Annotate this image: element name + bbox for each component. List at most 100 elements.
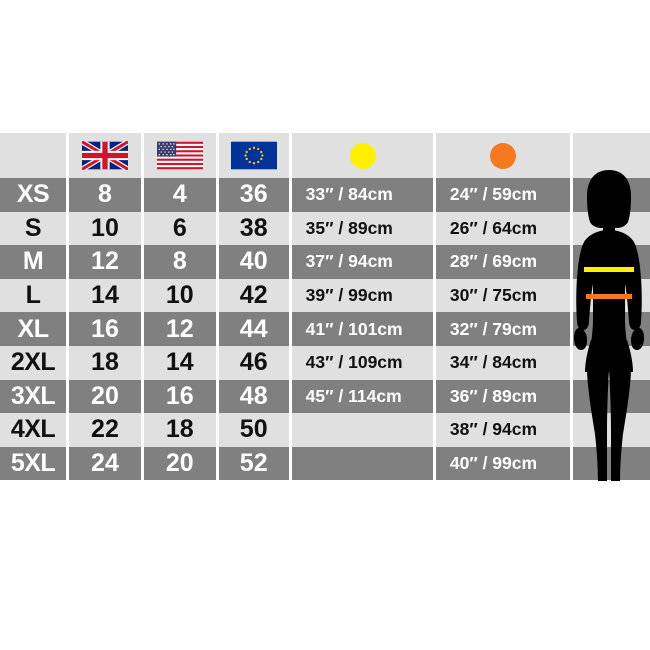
table-row: 2XL 18 14 46 43″ / 109cm 34″ / 84cm: [0, 345, 650, 380]
row-cell-eu-text: 36: [239, 180, 268, 209]
row-cell-us: 4: [143, 178, 216, 212]
table-row: XS 8 4 36 33″ / 84cm 24″ / 59cm: [0, 178, 650, 212]
eu-flag-icon: [231, 141, 278, 170]
row-cell-waist: 28″ / 69cm: [435, 245, 571, 279]
row-cell-bust: 41″ / 101cm: [291, 312, 433, 346]
row-cell-uk-text: 22: [91, 415, 119, 444]
row-cell-bust: 43″ / 109cm: [291, 345, 433, 380]
row-cell-eu: 44: [218, 312, 289, 346]
row-cell-bust: 33″ / 84cm: [291, 178, 433, 212]
row-cell-us-text: 4: [172, 180, 187, 209]
row-cell-waist: 38″ / 94cm: [435, 413, 571, 447]
row-cell-us: 6: [143, 211, 216, 246]
row-cell-uk: 18: [69, 345, 141, 380]
row-cell-size: L: [0, 278, 67, 313]
row-cell-waist-text: 30″ / 75cm: [449, 285, 538, 306]
table-row: 4XL 22 18 50 38″ / 94cm: [0, 413, 650, 447]
row-cell-waist: 24″ / 59cm: [435, 178, 571, 212]
row-cell-us-text: 16: [165, 381, 194, 410]
table-row: S 10 6 38 35″ / 89cm 26″ / 64cm: [0, 211, 650, 246]
row-cell-us-text: 6: [172, 213, 187, 242]
row-cell-size: 5XL: [0, 446, 67, 481]
row-cell-us: 20: [143, 446, 216, 481]
row-cell-us: 16: [143, 379, 216, 414]
row-cell-eu: 40: [218, 245, 289, 279]
row-cell-us: 8: [143, 245, 216, 279]
row-cell-bust: 35″ / 89cm: [291, 211, 433, 246]
row-cell-bust-text: 39″ / 99cm: [305, 285, 393, 306]
row-cell-waist-text: 24″ / 59cm: [449, 184, 538, 205]
row-cell-us: 14: [143, 345, 216, 380]
row-cell-bust: 37″ / 94cm: [291, 245, 433, 279]
row-cell-bust: 39″ / 99cm: [291, 278, 433, 313]
header-cell-bust: [292, 133, 433, 178]
row-cell-uk: 20: [69, 379, 141, 414]
row-cell-waist-text: 26″ / 64cm: [449, 217, 538, 238]
row-cell-bust-text: 37″ / 94cm: [305, 251, 393, 272]
row-cell-bust-text: 43″ / 109cm: [305, 352, 403, 373]
row-cell-figure: [573, 312, 650, 346]
row-cell-uk-text: 12: [91, 247, 119, 276]
orange-dot-icon: [490, 142, 517, 169]
row-cell-eu-text: 44: [239, 314, 268, 343]
header-cell-eu: [219, 133, 290, 178]
row-cell-eu: 38: [218, 211, 289, 246]
row-cell-us-text: 18: [165, 415, 194, 444]
row-cell-eu-text: 50: [239, 415, 268, 444]
table-header-row: [0, 133, 650, 178]
row-cell-us-text: 10: [165, 281, 194, 310]
row-cell-eu-text: 42: [239, 281, 268, 310]
row-cell-figure: [573, 211, 650, 246]
row-cell-us-text: 12: [165, 314, 194, 343]
row-cell-figure: [573, 413, 650, 447]
row-cell-waist: 36″ / 89cm: [435, 379, 571, 414]
table-row: 3XL 20 16 48 45″ / 114cm 36″ / 89cm: [0, 379, 650, 414]
row-cell-waist: 40″ / 99cm: [435, 446, 571, 481]
row-cell-size-text: XL: [17, 314, 49, 343]
row-cell-bust-text: 33″ / 84cm: [305, 184, 393, 205]
row-cell-figure: [573, 446, 650, 481]
row-cell-uk: 8: [69, 178, 141, 212]
row-cell-uk-text: 18: [91, 348, 119, 377]
row-cell-eu-text: 46: [239, 348, 268, 377]
row-cell-uk-text: 20: [91, 381, 119, 410]
row-cell-waist-text: 34″ / 84cm: [449, 352, 538, 373]
table-row: L 14 10 42 39″ / 99cm 30″ / 75cm: [0, 278, 650, 313]
row-cell-eu: 48: [218, 379, 289, 414]
row-cell-size: M: [0, 245, 67, 279]
row-cell-uk: 24: [69, 446, 141, 481]
row-cell-size-text: 3XL: [10, 381, 56, 410]
row-cell-eu-text: 52: [239, 449, 268, 478]
row-cell-waist: 32″ / 79cm: [435, 312, 571, 346]
row-cell-waist-text: 32″ / 79cm: [449, 318, 538, 339]
header-cell-us: [144, 133, 217, 178]
table-row: XL 16 12 44 41″ / 101cm 32″ / 79cm: [0, 312, 650, 346]
row-cell-size-text: XS: [16, 180, 50, 209]
row-cell-waist-text: 28″ / 69cm: [449, 251, 538, 272]
size-chart-table: XS 8 4 36 33″ / 84cm 24″ / 59cm S 10 6 38 35″ / 89…: [0, 133, 650, 481]
row-cell-uk: 22: [69, 413, 141, 447]
row-cell-size-text: M: [22, 247, 44, 276]
row-cell-size-text: L: [25, 281, 41, 310]
row-cell-size: XS: [0, 178, 67, 212]
row-cell-us-text: 8: [172, 247, 187, 276]
row-cell-waist: 34″ / 84cm: [435, 345, 571, 380]
row-cell-eu: 42: [218, 278, 289, 313]
row-cell-size: 4XL: [0, 413, 67, 447]
row-cell-waist-text: 38″ / 94cm: [449, 419, 538, 440]
row-cell-bust: 45″ / 114cm: [291, 379, 433, 414]
row-cell-waist-text: 40″ / 99cm: [449, 453, 538, 474]
row-cell-size-text: S: [24, 213, 42, 242]
row-cell-figure: [573, 245, 650, 279]
row-cell-us-text: 14: [165, 348, 194, 377]
yellow-dot-icon: [349, 142, 376, 169]
row-cell-uk: 14: [69, 278, 141, 313]
row-cell-figure: [573, 278, 650, 313]
header-cell-size: [0, 133, 67, 178]
row-cell-us: 10: [143, 278, 216, 313]
row-cell-bust: [291, 446, 433, 481]
row-cell-figure: [573, 379, 650, 414]
row-cell-us: 12: [143, 312, 216, 346]
row-cell-waist: 30″ / 75cm: [435, 278, 571, 313]
